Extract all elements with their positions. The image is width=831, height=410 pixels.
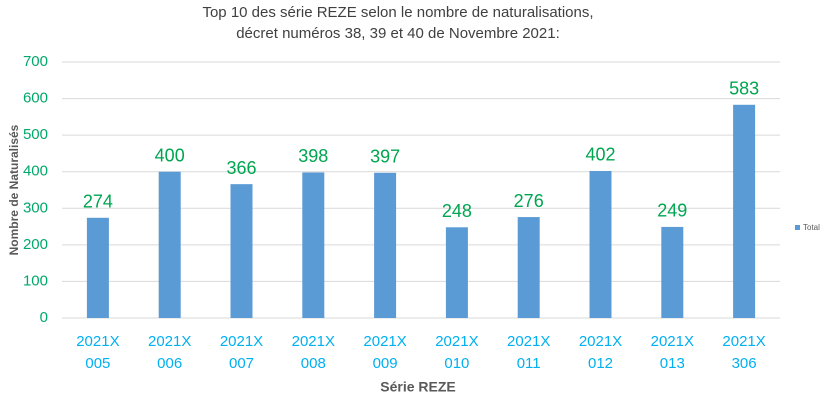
legend-label: Total	[803, 223, 820, 232]
data-label: 248	[442, 201, 472, 221]
bar	[733, 104, 756, 318]
legend-swatch	[795, 225, 800, 230]
bar	[445, 227, 468, 318]
x-tick-label: 2021X 005	[76, 333, 120, 372]
data-label: 400	[155, 145, 185, 165]
chart-title: Top 10 des série REZE selon le nombre de…	[202, 4, 593, 21]
y-tick-label: 300	[23, 199, 48, 216]
x-tick-label: 2021X 010	[435, 333, 479, 372]
x-tick-label: 2021X 011	[507, 333, 551, 372]
x-tick-label: 2021X 007	[219, 333, 264, 372]
y-tick-label: 0	[40, 309, 48, 326]
y-tick-label: 700	[23, 53, 48, 70]
chart-subtitle: décret numéros 38, 39 et 40 de Novembre …	[236, 25, 560, 42]
data-label: 583	[729, 79, 759, 99]
x-tick-label: 2021X 006	[148, 333, 192, 372]
x-tick-label: 2021X 306	[722, 333, 766, 372]
x-tick-label: 2021X 009	[363, 333, 407, 372]
y-tick-label: 500	[23, 126, 48, 143]
data-label: 402	[585, 145, 615, 165]
data-label: 249	[657, 201, 687, 221]
y-tick-label: 200	[23, 236, 48, 253]
bar	[517, 217, 540, 318]
x-tick-label: 2021X 008	[291, 333, 335, 372]
bar	[302, 172, 325, 318]
y-tick-label: 600	[23, 90, 48, 107]
data-label: 274	[83, 192, 113, 212]
bar	[589, 170, 612, 318]
data-label: 276	[514, 191, 544, 211]
data-label: 397	[370, 147, 400, 167]
x-axis-title: Série REZE	[380, 379, 455, 395]
bar	[661, 226, 684, 318]
y-axis-title: Nombre de Naturalisés	[7, 124, 21, 255]
x-tick-label: 2021X 013	[650, 333, 694, 372]
bar	[230, 184, 253, 318]
bar	[374, 172, 397, 318]
y-tick-label: 100	[23, 272, 48, 289]
bar	[158, 171, 181, 318]
bar	[86, 217, 109, 318]
y-tick-label: 400	[23, 163, 48, 180]
data-label: 366	[226, 158, 256, 178]
data-label: 398	[298, 146, 328, 166]
x-tick-label: 2021X 012	[578, 333, 623, 372]
